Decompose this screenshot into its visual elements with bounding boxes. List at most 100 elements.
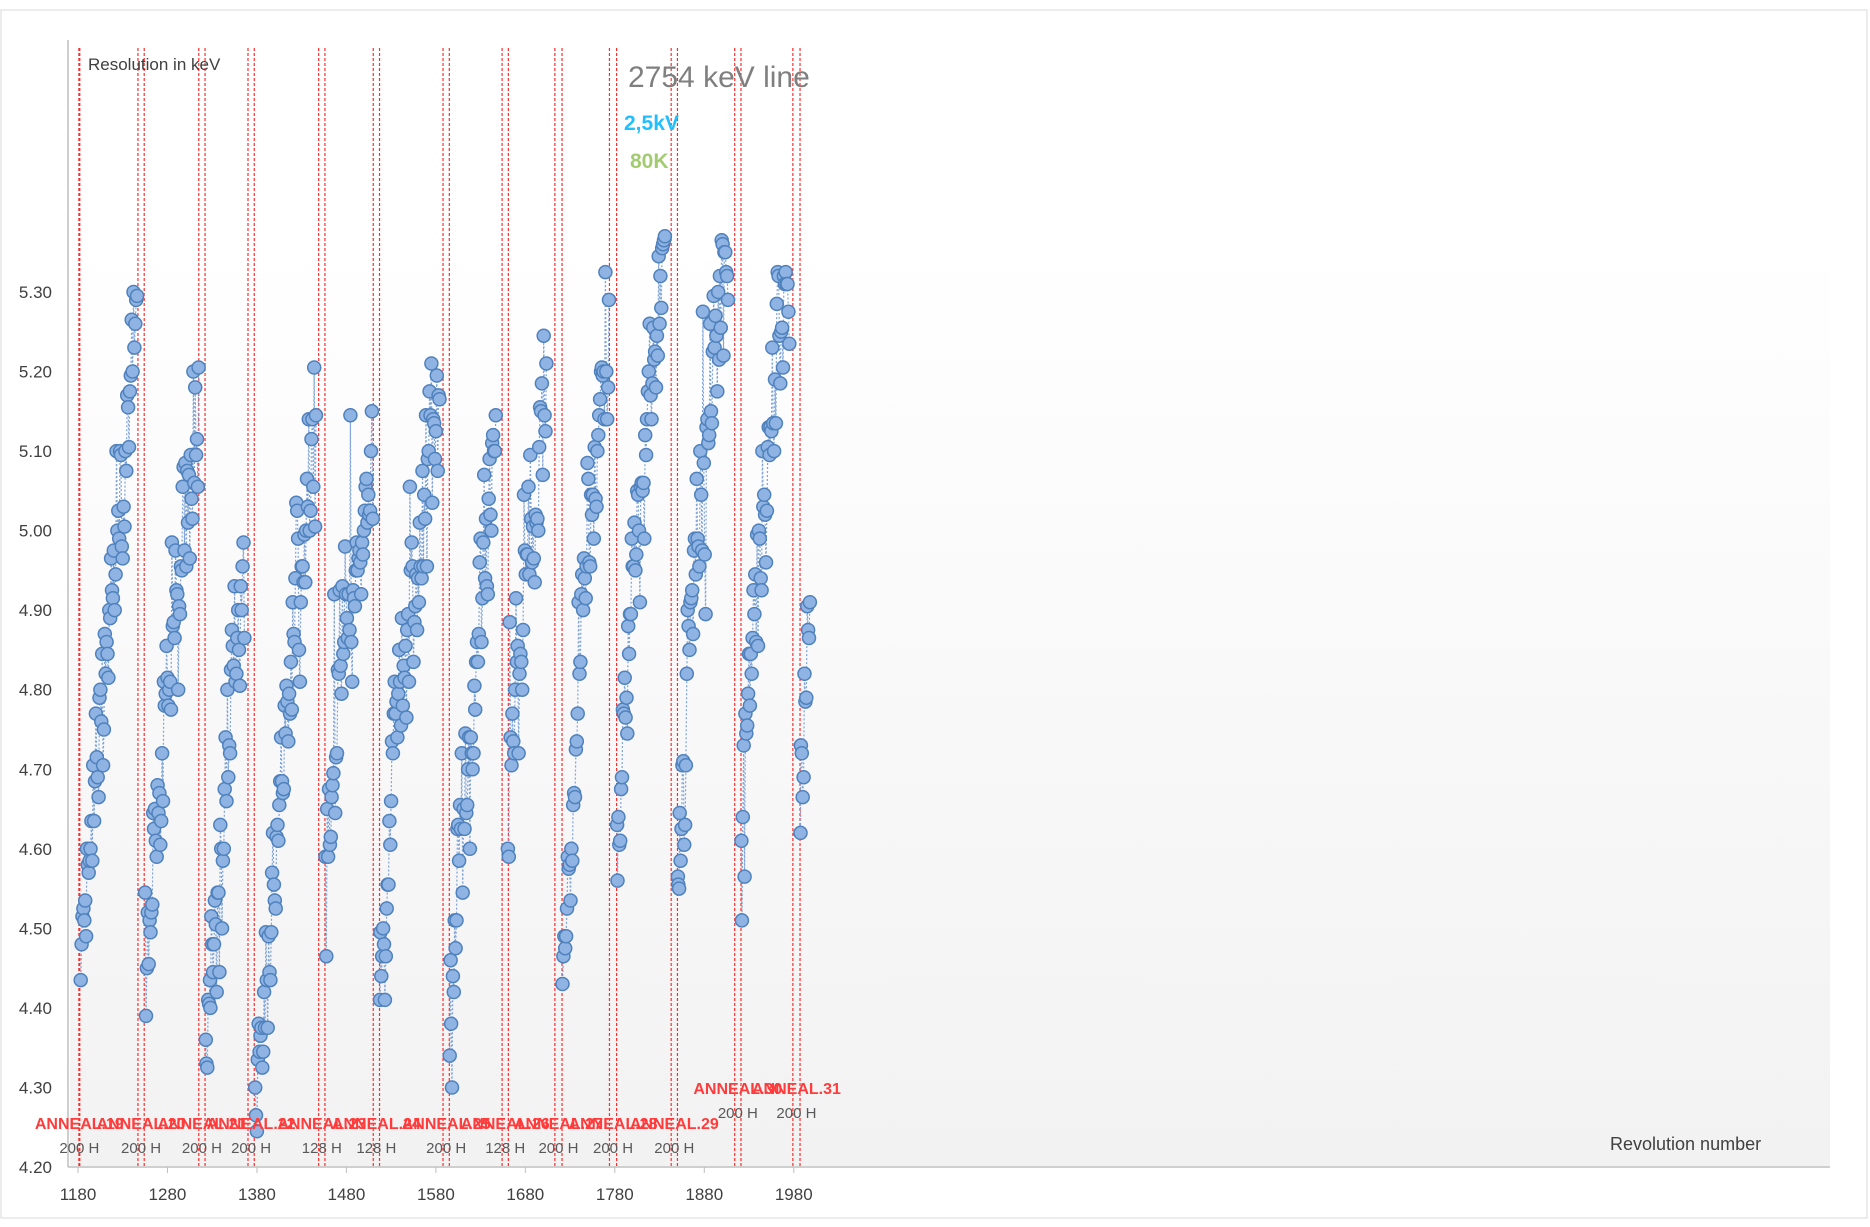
data-point [406, 654, 421, 670]
data-point [793, 825, 808, 841]
data-point [344, 674, 360, 689]
data-point [343, 408, 358, 423]
data-point [120, 400, 136, 415]
y-tick-label: 4.90 [19, 601, 52, 620]
data-point [430, 463, 445, 479]
anneal-label: ANNEAL.31 [752, 1081, 841, 1098]
data-point [390, 730, 405, 745]
data-point [211, 885, 226, 900]
data-point [381, 877, 396, 892]
data-point [589, 499, 604, 514]
plot-background [70, 38, 1830, 1166]
anneal-label: ANNEAL.22 [207, 1116, 296, 1133]
data-point [580, 455, 595, 471]
data-point [758, 555, 774, 570]
anneal-duration-label: 200 H [538, 1140, 578, 1157]
data-point [710, 384, 725, 399]
anneal-label: ANNEAL.25 [402, 1116, 491, 1133]
y-tick-label: 5.30 [19, 283, 52, 302]
data-point [565, 853, 580, 868]
data-point [229, 666, 244, 682]
data-point [734, 913, 750, 928]
data-point [247, 1080, 263, 1095]
data-point [637, 531, 652, 546]
data-point [539, 356, 554, 371]
anneal-duration-label: 200 H [231, 1140, 271, 1157]
data-point [698, 606, 713, 622]
data-point [459, 797, 475, 813]
data-point [116, 499, 131, 514]
data-point [536, 328, 551, 343]
data-point [632, 594, 648, 610]
data-point [797, 666, 812, 682]
data-point [570, 706, 585, 721]
data-point [442, 1048, 457, 1063]
data-point [563, 893, 578, 908]
data-point [324, 789, 339, 805]
data-point [621, 646, 637, 662]
data-point [768, 415, 784, 431]
data-point [444, 1080, 460, 1095]
data-point [191, 360, 206, 375]
data-point [484, 523, 499, 538]
data-point [649, 328, 665, 343]
y-tick-label: 4.40 [19, 999, 52, 1018]
data-point [182, 551, 198, 566]
data-point [190, 479, 206, 495]
data-point [679, 666, 695, 682]
anneal-label: ANNEAL.26 [461, 1116, 550, 1133]
anneal-label: ANNEAL.27 [514, 1116, 603, 1133]
data-point [137, 885, 153, 900]
data-point [708, 308, 723, 324]
data-point [127, 340, 142, 355]
data-point [514, 682, 530, 697]
data-point [119, 463, 134, 479]
data-point [742, 698, 758, 713]
data-point [284, 702, 300, 717]
data-point [586, 531, 602, 546]
data-point [673, 853, 688, 868]
data-point [95, 758, 111, 773]
data-point [427, 451, 443, 467]
data-point [91, 789, 106, 805]
data-point [122, 384, 138, 399]
data-point [154, 746, 170, 761]
data-point [773, 376, 788, 391]
data-point [538, 423, 553, 439]
data-point [236, 535, 251, 550]
data-point [628, 563, 643, 578]
data-point [480, 586, 496, 602]
data-point [648, 380, 664, 395]
data-point [383, 793, 399, 809]
anneal-labels: ANNEAL.19 200 H ANNEAL.20 200 H ANNEAL.21 200… [35, 1081, 841, 1157]
data-point [476, 535, 491, 550]
data-point [696, 455, 712, 471]
data-point [409, 622, 425, 638]
y-tick-label: 4.60 [19, 840, 52, 859]
data-point [167, 630, 182, 646]
data-point [703, 404, 719, 419]
data-point [752, 531, 768, 546]
data-point [485, 427, 501, 443]
data-point [232, 678, 248, 693]
data-point [256, 984, 272, 1000]
anneal-duration-label: 128 H [302, 1140, 342, 1157]
data-point [766, 443, 782, 459]
data-point [677, 817, 693, 833]
data-point [374, 968, 389, 984]
data-point [611, 809, 626, 825]
data-point [411, 594, 427, 610]
data-point [526, 551, 542, 566]
axis-layer [67, 40, 1830, 1168]
data-point [467, 678, 482, 693]
data-point [326, 765, 341, 781]
data-point [255, 1044, 271, 1059]
data-point [704, 415, 720, 431]
data-point [185, 511, 200, 526]
data-point [591, 427, 606, 443]
data-point [96, 722, 112, 737]
data-point [638, 447, 654, 463]
y-tick-label: 5.20 [19, 363, 52, 382]
data-point [303, 503, 318, 518]
x-tick-label: 1380 [238, 1185, 276, 1204]
